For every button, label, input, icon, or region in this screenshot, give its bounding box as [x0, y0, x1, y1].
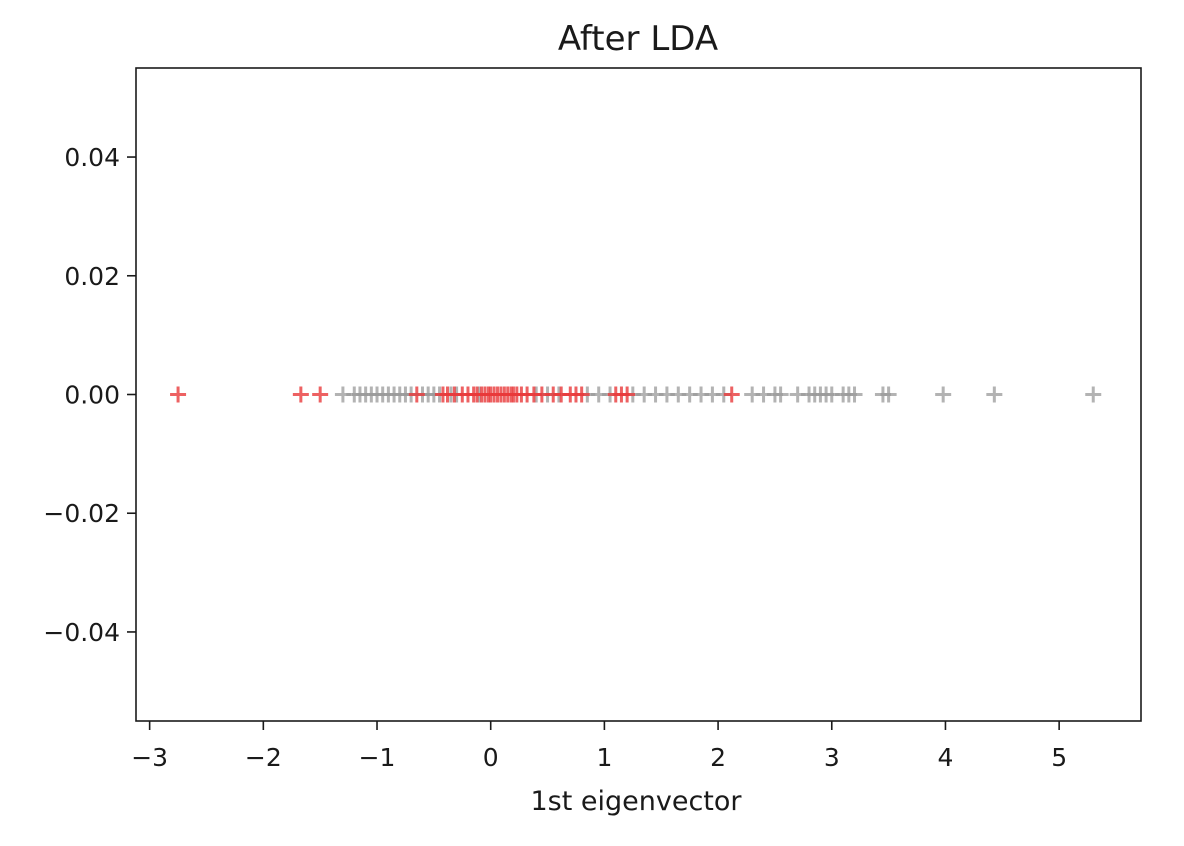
data-point [1085, 386, 1102, 403]
x-tick-label: −2 [245, 743, 282, 772]
x-tick-label: −3 [131, 743, 168, 772]
x-tick-label: 2 [710, 743, 726, 772]
data-point [312, 386, 329, 403]
y-tick-label: 0.02 [64, 262, 120, 291]
x-tick-label: 4 [938, 743, 954, 772]
data-point [846, 386, 863, 403]
y-tick-label: 0.00 [64, 381, 120, 410]
plot-marks [170, 386, 1102, 403]
x-axis-label: 1st eigenvector [530, 786, 742, 817]
y-tick-label: −0.02 [43, 499, 120, 528]
data-point [170, 386, 187, 403]
x-tick-label: −1 [359, 743, 396, 772]
x-tick-label: 5 [1051, 743, 1067, 772]
y-tick-label: −0.04 [43, 618, 120, 647]
data-point [723, 386, 740, 403]
data-point [986, 386, 1003, 403]
data-point [408, 386, 425, 403]
y-axis: 0.04 0.02 0.00 −0.02 −0.04 [43, 143, 136, 647]
x-axis: −3 −2 −1 0 1 2 3 4 5 [131, 721, 1067, 772]
data-point [292, 386, 309, 403]
chart-title: After LDA [558, 19, 718, 59]
data-point [573, 386, 590, 403]
x-tick-label: 1 [596, 743, 612, 772]
data-point [935, 386, 952, 403]
data-point [619, 386, 636, 403]
data-point [772, 386, 789, 403]
y-tick-label: 0.04 [64, 143, 120, 172]
x-tick-label: 3 [824, 743, 840, 772]
x-tick-label: 0 [483, 743, 499, 772]
data-point [880, 386, 897, 403]
